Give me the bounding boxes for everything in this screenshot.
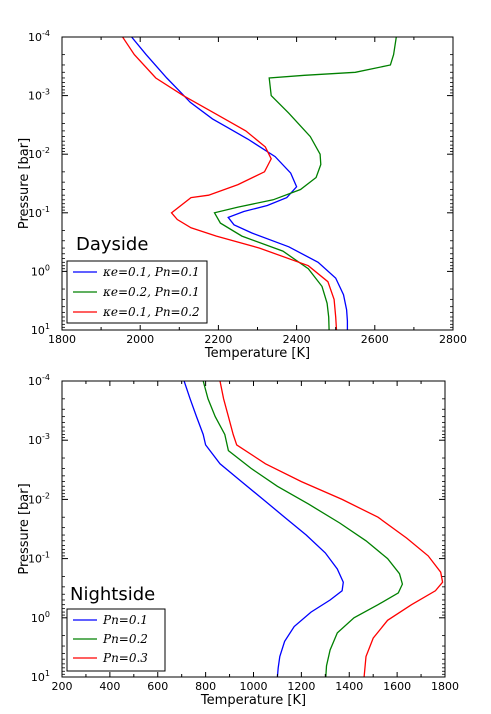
y-tick-label: 10-2	[28, 491, 50, 506]
panel-title: Nightside	[70, 584, 155, 605]
y-tick-base: 10	[28, 493, 42, 506]
legend-box	[66, 608, 166, 672]
dayside-panel: 1800 2000 2200 2400 2600 280010-410-310-210-1…	[17, 29, 467, 361]
y-tick-exponent: -1	[42, 551, 50, 560]
y-tick-base: 10	[28, 434, 42, 447]
y-tick-label: 10-2	[28, 146, 50, 161]
panel-title: Dayside	[76, 234, 148, 255]
x-tick-label: 1800	[431, 680, 459, 693]
y-tick-base: 10	[31, 671, 45, 684]
x-tick-label: 600	[147, 680, 168, 693]
y-tick-base: 10	[28, 207, 42, 220]
x-tick-label: 1800	[48, 333, 76, 346]
y-tick-label: 10-4	[28, 29, 50, 44]
y-tick-base: 10	[28, 90, 42, 103]
x-tick-label: 2200	[204, 333, 232, 346]
y-tick-exponent: -4	[42, 29, 50, 38]
y-tick-label: 10-4	[28, 373, 50, 388]
nightside-panel: 200 400 600 800 1000 1200 1400 1600 180010-410-3…	[17, 373, 459, 708]
y-tick-label: 100	[31, 610, 50, 625]
y-tick-exponent: 1	[45, 669, 50, 678]
legend-entry: Pn=0.1	[102, 613, 148, 627]
x-tick-label: 2800	[439, 333, 467, 346]
x-tick-label: 2000	[126, 333, 154, 346]
y-tick-label: 100	[31, 263, 50, 278]
x-tick-label: 1600	[383, 680, 411, 693]
x-tick-label: 800	[195, 680, 216, 693]
series-line-1	[131, 37, 349, 330]
series-line-2	[213, 37, 397, 330]
y-tick-base: 10	[28, 553, 42, 566]
series-line-1	[183, 381, 344, 677]
y-tick-label: 101	[31, 322, 50, 337]
y-tick-exponent: 0	[45, 263, 50, 272]
y-tick-base: 10	[28, 375, 42, 388]
y-tick-base: 10	[28, 31, 42, 44]
y-tick-exponent: -3	[42, 88, 50, 97]
legend-entry: Pn=0.3	[102, 651, 148, 665]
y-axis-label: Pressure [bar]	[17, 138, 32, 229]
y-tick-base: 10	[31, 265, 45, 278]
series-line-3	[219, 381, 444, 677]
x-tick-label: 2600	[361, 333, 389, 346]
y-tick-label: 10-3	[28, 88, 50, 103]
series-line-2	[202, 381, 404, 677]
y-tick-base: 10	[31, 324, 45, 337]
x-axis-label: Temperature [K]	[200, 693, 306, 708]
y-tick-exponent: -2	[42, 491, 50, 500]
y-tick-exponent: 1	[45, 322, 50, 331]
y-tick-label: 10-1	[28, 551, 50, 566]
y-tick-label: 101	[31, 669, 50, 684]
y-tick-exponent: -3	[42, 432, 50, 441]
y-tick-base: 10	[28, 148, 42, 161]
y-tick-exponent: -1	[42, 205, 50, 214]
x-tick-label: 1200	[287, 680, 315, 693]
legend-entry: Pn=0.2	[102, 632, 148, 646]
y-tick-exponent: -2	[42, 146, 50, 155]
x-tick-label: 1400	[335, 680, 363, 693]
legend-entry: κe=0.1, Pn=0.2	[102, 305, 200, 319]
legend-entry: κe=0.1, Pn=0.1	[102, 265, 200, 279]
x-tick-label: 400	[99, 680, 120, 693]
legend-entry: κe=0.2, Pn=0.1	[102, 285, 200, 299]
y-tick-exponent: 0	[45, 610, 50, 619]
y-tick-base: 10	[31, 612, 45, 625]
series-line-3	[122, 37, 338, 330]
y-tick-exponent: -4	[42, 373, 50, 382]
x-tick-label: 2400	[283, 333, 311, 346]
x-tick-label: 1000	[240, 680, 268, 693]
y-tick-label: 10-3	[28, 432, 50, 447]
y-axis-label: Pressure [bar]	[17, 483, 32, 574]
x-axis-label: Temperature [K]	[204, 346, 310, 361]
y-tick-label: 10-1	[28, 205, 50, 220]
x-tick-label: 200	[52, 680, 73, 693]
